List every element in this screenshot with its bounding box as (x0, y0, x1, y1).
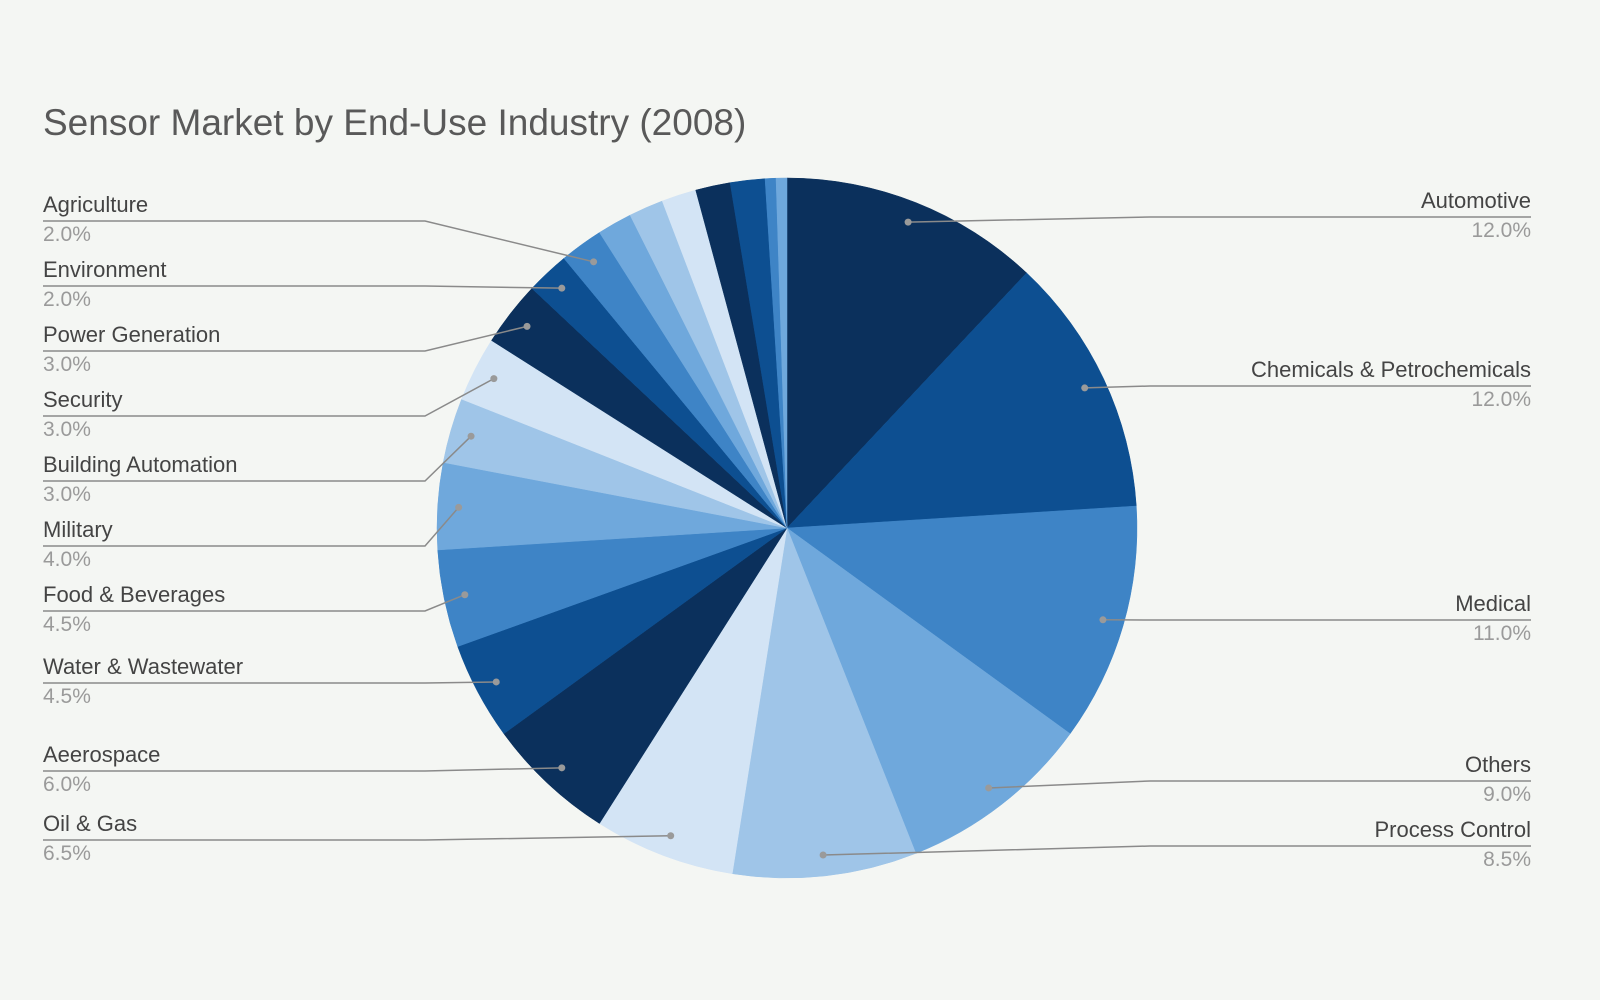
label-water-wastewater: Water & Wastewater (43, 654, 244, 679)
pie-slice-oil-gas (599, 527, 788, 874)
leader-dot-automotive (904, 218, 912, 226)
leader-line-agriculture (43, 220, 594, 263)
percent-military: 4.0% (43, 548, 91, 571)
label-chemicals-petrochemicals: Chemicals & Petrochemicals (1251, 357, 1531, 382)
label-aeerospace: Aeerospace (43, 742, 161, 767)
pie-slice-aeerospace (503, 527, 788, 824)
leader-line-building-automation (43, 435, 472, 482)
percent-building-automation: 3.0% (43, 483, 91, 506)
label-security: Security (43, 387, 123, 412)
leader-dot-water-wastewater (492, 678, 500, 686)
leader-dot-process-control (819, 851, 827, 859)
leader-line-food-beverages (43, 594, 466, 612)
leader-line-military (43, 506, 460, 547)
leader-line-environment (43, 285, 562, 289)
leader-dot-military (455, 503, 463, 511)
leader-dot-agriculture (590, 258, 598, 266)
percent-oil-gas: 6.5% (43, 842, 91, 865)
leader-dot-aeerospace (558, 764, 566, 772)
label-others: Others (1464, 752, 1531, 777)
leader-dot-medical (1099, 616, 1107, 624)
label-agriculture: Agriculture (43, 192, 149, 217)
percent-process-control: 8.5% (1483, 848, 1531, 871)
leader-dot-power-generation (523, 322, 531, 330)
percent-water-wastewater: 4.5% (43, 685, 91, 708)
percent-agriculture: 2.0% (43, 223, 91, 246)
label-process-control: Process Control (1374, 817, 1531, 842)
pie-slice-process-control (731, 527, 917, 879)
percent-security: 3.0% (43, 418, 91, 441)
label-medical: Medical (1455, 591, 1531, 616)
leader-line-power-generation (43, 325, 528, 352)
leader-dot-others (985, 784, 993, 792)
percent-others: 9.0% (1483, 783, 1531, 806)
leader-line-water-wastewater (43, 681, 497, 684)
chart-title: Sensor Market by End-Use Industry (2008) (43, 102, 747, 143)
label-automotive: Automotive (1420, 188, 1531, 213)
leader-dot-building-automation (467, 432, 475, 440)
pie-slice-unlabeled-21 (775, 177, 788, 529)
percent-environment: 2.0% (43, 288, 91, 311)
percent-aeerospace: 6.0% (43, 773, 91, 796)
leader-line-chemicals-petrochemicals (1084, 385, 1531, 389)
leader-line-aeerospace (43, 767, 562, 772)
pie-slice-automotive (786, 177, 1027, 529)
leader-line-process-control (823, 845, 1531, 856)
leader-dot-chemicals-petrochemicals (1081, 384, 1089, 392)
percent-food-beverages: 4.5% (43, 613, 91, 636)
leader-line-automotive (908, 216, 1531, 223)
percent-medical: 11.0% (1473, 622, 1531, 645)
label-building-automation: Building Automation (43, 452, 238, 477)
label-food-beverages: Food & Beverages (43, 582, 226, 607)
percent-automotive: 12.0% (1471, 219, 1531, 242)
percent-power-generation: 3.0% (43, 353, 91, 376)
leader-dot-food-beverages (461, 591, 469, 599)
leader-dot-security (490, 375, 498, 383)
leader-line-others (988, 780, 1531, 789)
leader-line-security (43, 377, 495, 417)
label-oil-gas: Oil & Gas (43, 811, 138, 836)
label-power-generation: Power Generation (43, 322, 221, 347)
pie-slice-others (786, 527, 1071, 854)
leader-dot-environment (558, 284, 566, 292)
leader-line-oil-gas (43, 835, 671, 841)
pie-slice-chemicals-petrochemicals (786, 272, 1137, 529)
label-military: Military (43, 517, 113, 542)
label-environment: Environment (43, 257, 167, 282)
pie-slice-medical (786, 505, 1138, 735)
percent-chemicals-petrochemicals: 12.0% (1471, 388, 1531, 411)
leader-dot-oil-gas (667, 832, 675, 840)
